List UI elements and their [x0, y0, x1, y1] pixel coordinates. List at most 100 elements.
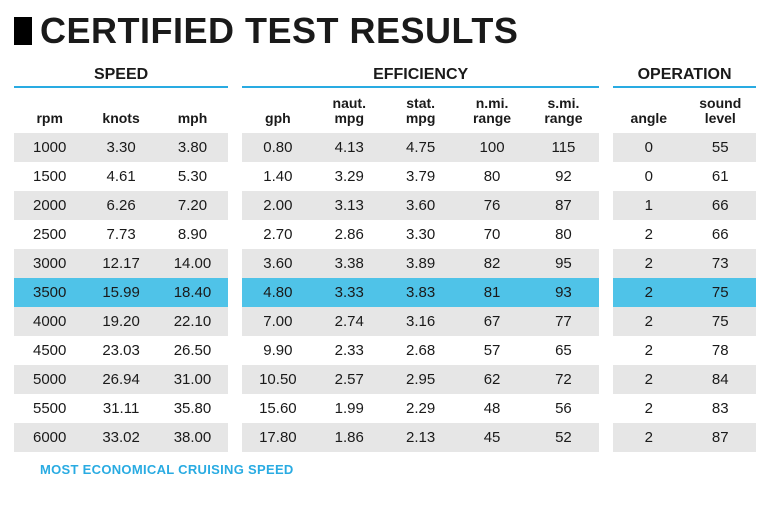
footnote: MOST ECONOMICAL CRUISING SPEED [14, 452, 756, 477]
table-row: 20006.267.202.003.133.607687166 [14, 191, 756, 220]
cell: 80 [528, 220, 599, 249]
group-operation: OPERATION [613, 60, 756, 87]
cell: 0 [613, 162, 684, 191]
cell: 52 [528, 423, 599, 452]
cell: 75 [685, 307, 756, 336]
cell: 67 [456, 307, 527, 336]
cell: 66 [685, 220, 756, 249]
col-knots: knots [85, 87, 156, 133]
cell: 3.89 [385, 249, 456, 278]
cell: 100 [456, 133, 527, 162]
cell: 2.33 [314, 336, 385, 365]
cell-spacer [228, 423, 242, 452]
table-row: 300012.1714.003.603.383.898295273 [14, 249, 756, 278]
cell: 70 [456, 220, 527, 249]
cell-spacer [228, 220, 242, 249]
title-row: CERTIFIED TEST RESULTS [14, 10, 756, 52]
cell: 2.13 [385, 423, 456, 452]
cell: 56 [528, 394, 599, 423]
cell-spacer [599, 162, 613, 191]
col-smi-range: s.mi.range [528, 87, 599, 133]
cell: 76 [456, 191, 527, 220]
title-marker [14, 17, 32, 45]
cell: 2.00 [242, 191, 313, 220]
cell-spacer [599, 365, 613, 394]
cell-spacer [228, 336, 242, 365]
cell: 2.86 [314, 220, 385, 249]
cell: 5.30 [157, 162, 228, 191]
page-title: CERTIFIED TEST RESULTS [40, 10, 518, 52]
col-spacer [228, 87, 242, 133]
cell: 82 [456, 249, 527, 278]
cell-spacer [599, 336, 613, 365]
col-angle: angle [613, 87, 684, 133]
cell: 62 [456, 365, 527, 394]
cell: 4500 [14, 336, 85, 365]
cell: 22.10 [157, 307, 228, 336]
cell: 84 [685, 365, 756, 394]
table-body: 10003.303.800.804.134.7510011505515004.6… [14, 133, 756, 452]
cell: 26.94 [85, 365, 156, 394]
cell: 2 [613, 278, 684, 307]
cell: 2 [613, 423, 684, 452]
cell: 2.68 [385, 336, 456, 365]
group-header-row: SPEED EFFICIENCY OPERATION [14, 60, 756, 87]
cell: 6.26 [85, 191, 156, 220]
cell: 93 [528, 278, 599, 307]
cell: 1.99 [314, 394, 385, 423]
cell: 61 [685, 162, 756, 191]
cell: 1500 [14, 162, 85, 191]
cell: 95 [528, 249, 599, 278]
table-row: 600033.0238.0017.801.862.134552287 [14, 423, 756, 452]
group-speed: SPEED [14, 60, 228, 87]
cell: 87 [528, 191, 599, 220]
cell: 15.60 [242, 394, 313, 423]
col-nmi-range: n.mi.range [456, 87, 527, 133]
cell-spacer [228, 249, 242, 278]
cell: 31.11 [85, 394, 156, 423]
cell: 75 [685, 278, 756, 307]
cell: 87 [685, 423, 756, 452]
cell: 3.60 [242, 249, 313, 278]
cell-spacer [228, 394, 242, 423]
cell: 72 [528, 365, 599, 394]
cell-spacer [599, 278, 613, 307]
cell: 3.38 [314, 249, 385, 278]
table-row: 450023.0326.509.902.332.685765278 [14, 336, 756, 365]
cell: 48 [456, 394, 527, 423]
cell: 8.90 [157, 220, 228, 249]
cell: 1.40 [242, 162, 313, 191]
cell: 15.99 [85, 278, 156, 307]
cell: 26.50 [157, 336, 228, 365]
cell: 3.79 [385, 162, 456, 191]
col-rpm: rpm [14, 87, 85, 133]
cell-spacer [228, 162, 242, 191]
table-row: 550031.1135.8015.601.992.294856283 [14, 394, 756, 423]
group-spacer [228, 60, 242, 87]
cell: 4.80 [242, 278, 313, 307]
cell-spacer [599, 394, 613, 423]
col-sound-level: soundlevel [685, 87, 756, 133]
cell: 19.20 [85, 307, 156, 336]
cell: 7.73 [85, 220, 156, 249]
cell: 78 [685, 336, 756, 365]
cell: 2.70 [242, 220, 313, 249]
column-header-row: rpm knots mph gph naut.mpg stat.mpg n.mi… [14, 87, 756, 133]
group-spacer [599, 60, 613, 87]
cell: 2500 [14, 220, 85, 249]
results-table: SPEED EFFICIENCY OPERATION rpm knots mph… [14, 60, 756, 452]
cell-spacer [228, 365, 242, 394]
table-row: 25007.738.902.702.863.307080266 [14, 220, 756, 249]
cell: 65 [528, 336, 599, 365]
table-row: 400019.2022.107.002.743.166777275 [14, 307, 756, 336]
cell: 14.00 [157, 249, 228, 278]
cell-spacer [599, 423, 613, 452]
cell: 5500 [14, 394, 85, 423]
cell: 4000 [14, 307, 85, 336]
cell: 7.20 [157, 191, 228, 220]
cell: 73 [685, 249, 756, 278]
cell: 2 [613, 394, 684, 423]
col-gph: gph [242, 87, 313, 133]
cell: 5000 [14, 365, 85, 394]
cell: 45 [456, 423, 527, 452]
